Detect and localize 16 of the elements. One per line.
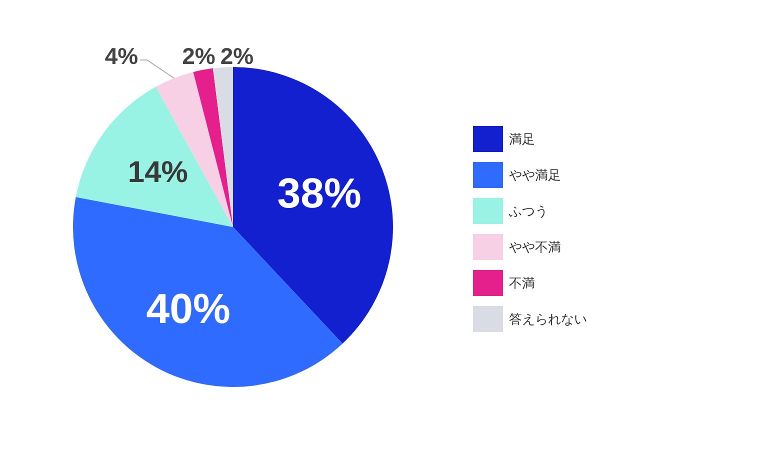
data-label: 4%	[104, 43, 138, 69]
legend-label: 不満	[509, 276, 535, 290]
legend-label: ふつう	[508, 204, 548, 218]
legend-label: やや満足	[509, 168, 561, 182]
legend-label: 答えられない	[509, 312, 587, 326]
legend-label: やや不満	[509, 240, 561, 254]
data-label: 40%	[146, 284, 230, 332]
data-label: 14%	[128, 156, 188, 189]
pie-slice	[212, 67, 233, 227]
data-label: 38%	[277, 169, 362, 216]
data-label: 2%	[182, 43, 216, 69]
pie-slice	[233, 67, 393, 344]
pie-slice	[76, 86, 233, 227]
pie-slice	[193, 68, 233, 227]
legend-label: 満足	[509, 132, 535, 146]
data-label: 2%	[220, 43, 254, 69]
